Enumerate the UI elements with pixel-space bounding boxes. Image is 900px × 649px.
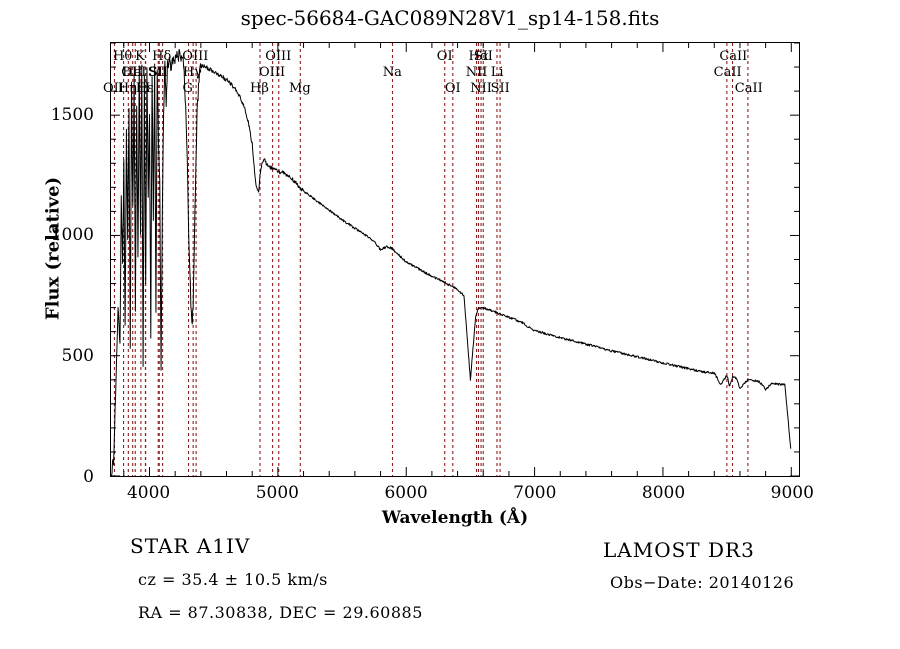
footer-survey: LAMOST DR3 (603, 538, 755, 562)
spectral-line-label: OII (121, 65, 143, 80)
y-tick-label: 1000 (50, 225, 94, 246)
spectral-line-label: OI (444, 81, 461, 96)
spectral-line-label: HeI (122, 65, 147, 80)
x-tick-label: 8000 (641, 483, 686, 503)
spectral-line-label: Mg (289, 81, 311, 96)
x-tick-label: 4000 (126, 483, 171, 503)
footer-obs-date: Obs−Date: 20140126 (610, 573, 795, 592)
spectral-line-label: Hε (135, 81, 154, 96)
spectral-line-label: Li (490, 65, 504, 80)
y-tick-label: 1500 (50, 104, 94, 125)
spectral-line-label: SII (148, 65, 168, 80)
spectral-line-label: Hθ (113, 49, 133, 64)
spectral-line-label: CaII (719, 49, 748, 64)
spectral-line-label: NII (465, 65, 488, 80)
footer-redshift: cz = 35.4 ± 10.5 km/s (138, 570, 328, 589)
spectral-line-label: G (182, 81, 193, 96)
spectral-line-label: OIII (182, 49, 209, 64)
spectral-line-label: NII (470, 81, 492, 96)
x-tick-label: 6000 (384, 483, 428, 503)
spectral-line-label: K (135, 49, 145, 64)
y-tick-label: 500 (61, 346, 94, 367)
spectral-line-label: CaII (734, 81, 763, 96)
spectral-line-label: OII (103, 81, 124, 96)
page-title: spec-56684-GAC089N28V1_sp14-158.fits (240, 6, 660, 30)
spectral-line-label: OI (436, 49, 453, 64)
spectral-line-label: Hβ (250, 81, 269, 96)
x-tick-label: 9000 (770, 483, 814, 503)
spectral-line-label: OIII (259, 65, 286, 80)
spectral-line-label: Na (382, 65, 402, 80)
spectral-line-label: H (138, 81, 151, 96)
spectral-line-label: CaII (713, 65, 742, 80)
spectral-line-label: OIII (265, 49, 292, 64)
spectral-line-label: Hδ (152, 49, 172, 64)
spectral-line-label: SII (147, 65, 167, 80)
y-tick-label: 0 (83, 467, 94, 487)
x-tick-label: 7000 (513, 483, 557, 503)
plot-frame (110, 42, 800, 477)
spectral-line-label: Hα (468, 49, 489, 64)
spectral-line-label: Hη (117, 81, 137, 96)
x-tick-label: 5000 (255, 483, 299, 503)
x-axis-label: Wavelength (Å) (381, 508, 529, 528)
spectral-line-label: SII (490, 81, 510, 96)
spectral-line-label: SII (473, 49, 493, 64)
footer-coordinates: RA = 87.30838, DEC = 29.60885 (138, 603, 423, 622)
spectral-line-label: Hγ (182, 65, 202, 80)
spectrum-canvas (111, 43, 799, 476)
footer-star-class: STAR A1IV (130, 534, 251, 558)
